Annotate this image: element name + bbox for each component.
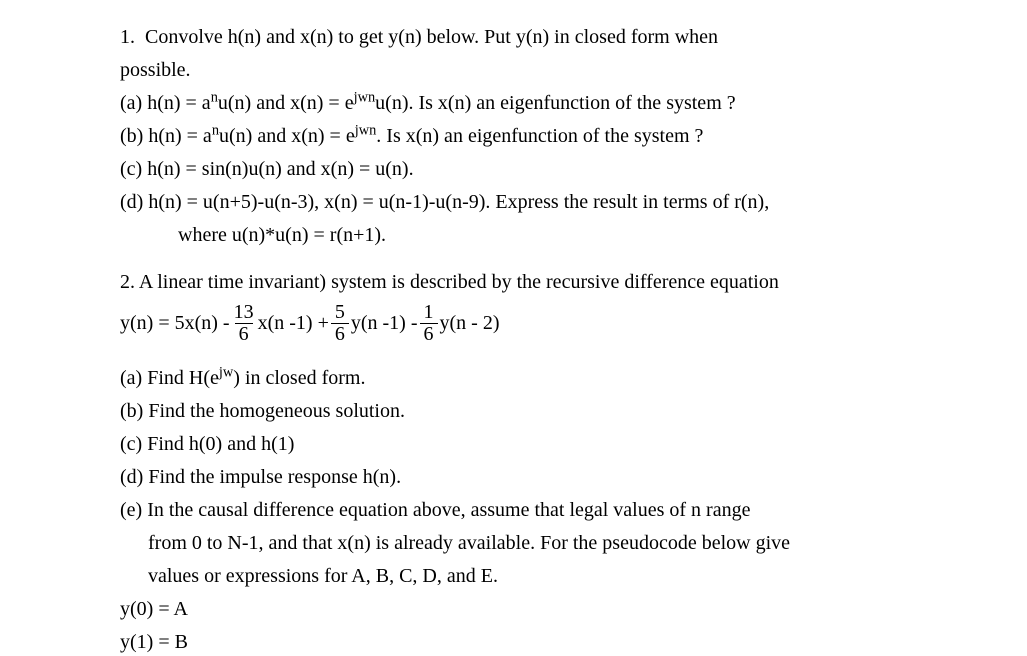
q2d-text: Find the impulse response h(n). — [148, 466, 401, 488]
q2-prompt: 2. A linear time invariant) system is de… — [120, 269, 907, 296]
q2-pseudo-1: y(0) = A — [120, 596, 907, 623]
q2-prompt-text: A linear time invariant) system is descr… — [139, 271, 779, 293]
q2e-l1: In the causal difference equation above,… — [147, 499, 750, 521]
eq-t3: y(n -1) - — [351, 310, 418, 337]
eq-f3-den: 6 — [420, 323, 438, 345]
q1-prompt-line2: possible. — [120, 57, 907, 84]
q1b-label: (b) — [120, 125, 143, 147]
q2b-label: (b) — [120, 400, 143, 422]
q1-part-d-line2: where u(n)*u(n) = r(n+1). — [120, 222, 907, 249]
q1-prompt-line1: 1. Convolve h(n) and x(n) to get y(n) be… — [120, 24, 907, 51]
eq-t2: x(n -1) + — [258, 310, 329, 337]
spacer — [120, 255, 907, 269]
eq-f1-num: 13 — [232, 302, 256, 323]
q1b-seg3: . Is x(n) an eigenfunction of the system… — [376, 125, 703, 147]
q1b-sup2: jwn — [355, 122, 377, 138]
q1c-text: h(n) = sin(n)u(n) and x(n) = u(n). — [147, 158, 413, 180]
q1d-text1: h(n) = u(n+5)-u(n-3), x(n) = u(n-1)-u(n-… — [148, 191, 769, 213]
eq-frac-2: 5 6 — [331, 302, 349, 345]
q2-part-c: (c) Find h(0) and h(1) — [120, 431, 907, 458]
document-page: 1. Convolve h(n) and x(n) to get y(n) be… — [0, 0, 1027, 656]
q2-part-b: (b) Find the homogeneous solution. — [120, 398, 907, 425]
q2e-label: (e) — [120, 499, 142, 521]
q1-number: 1. — [120, 26, 135, 48]
q1-part-d-line1: (d) h(n) = u(n+5)-u(n-3), x(n) = u(n-1)-… — [120, 189, 907, 216]
q2-part-a: (a) Find H(ejw) in closed form. — [120, 365, 907, 392]
eq-f3-num: 1 — [422, 302, 436, 323]
q1a-seg1: h(n) = a — [147, 92, 210, 114]
q2b-text: Find the homogeneous solution. — [148, 400, 405, 422]
spacer-2 — [120, 355, 907, 365]
eq-f1-den: 6 — [235, 323, 253, 345]
q2c-text: Find h(0) and h(1) — [147, 433, 294, 455]
eq-f2-num: 5 — [333, 302, 347, 323]
q1b-seg2: u(n) and x(n) = e — [219, 125, 355, 147]
q1-part-b: (b) h(n) = anu(n) and x(n) = ejwn. Is x(… — [120, 123, 907, 150]
q2c-label: (c) — [120, 433, 142, 455]
q1-part-c: (c) h(n) = sin(n)u(n) and x(n) = u(n). — [120, 156, 907, 183]
q1a-seg2: u(n) and x(n) = e — [218, 92, 354, 114]
eq-frac-1: 13 6 — [232, 302, 256, 345]
q1d-label: (d) — [120, 191, 143, 213]
q2-part-e-line3: values or expressions for A, B, C, D, an… — [120, 563, 907, 590]
q2-equation: y(n) = 5x(n) - 13 6 x(n -1) + 5 6 y(n -1… — [120, 302, 907, 345]
q2-number: 2. — [120, 271, 135, 293]
eq-frac-3: 1 6 — [420, 302, 438, 345]
q1-prompt-text-1: Convolve h(n) and x(n) to get y(n) below… — [145, 26, 718, 48]
eq-f2-den: 6 — [331, 323, 349, 345]
q1b-sup1: n — [212, 122, 219, 138]
q1b-seg1: h(n) = a — [148, 125, 211, 147]
q2-part-d: (d) Find the impulse response h(n). — [120, 464, 907, 491]
q1c-label: (c) — [120, 158, 142, 180]
q2-part-e-line2: from 0 to N-1, and that x(n) is already … — [120, 530, 907, 557]
q2a-pre: Find H(e — [147, 367, 219, 389]
q2a-post: ) in closed form. — [233, 367, 365, 389]
q2-part-e-line1: (e) In the causal difference equation ab… — [120, 497, 907, 524]
q2-pseudo-2: y(1) = B — [120, 629, 907, 656]
q2d-label: (d) — [120, 466, 143, 488]
eq-t4: y(n - 2) — [440, 310, 500, 337]
eq-t1: y(n) = 5x(n) - — [120, 310, 230, 337]
q1a-label: (a) — [120, 92, 142, 114]
q2a-label: (a) — [120, 367, 142, 389]
q1a-sup2: jwn — [354, 89, 376, 105]
q1a-sup1: n — [211, 89, 218, 105]
q1a-seg3: u(n). Is x(n) an eigenfunction of the sy… — [375, 92, 735, 114]
q2a-sup: jw — [219, 364, 233, 380]
q1-part-a: (a) h(n) = anu(n) and x(n) = ejwnu(n). I… — [120, 90, 907, 117]
